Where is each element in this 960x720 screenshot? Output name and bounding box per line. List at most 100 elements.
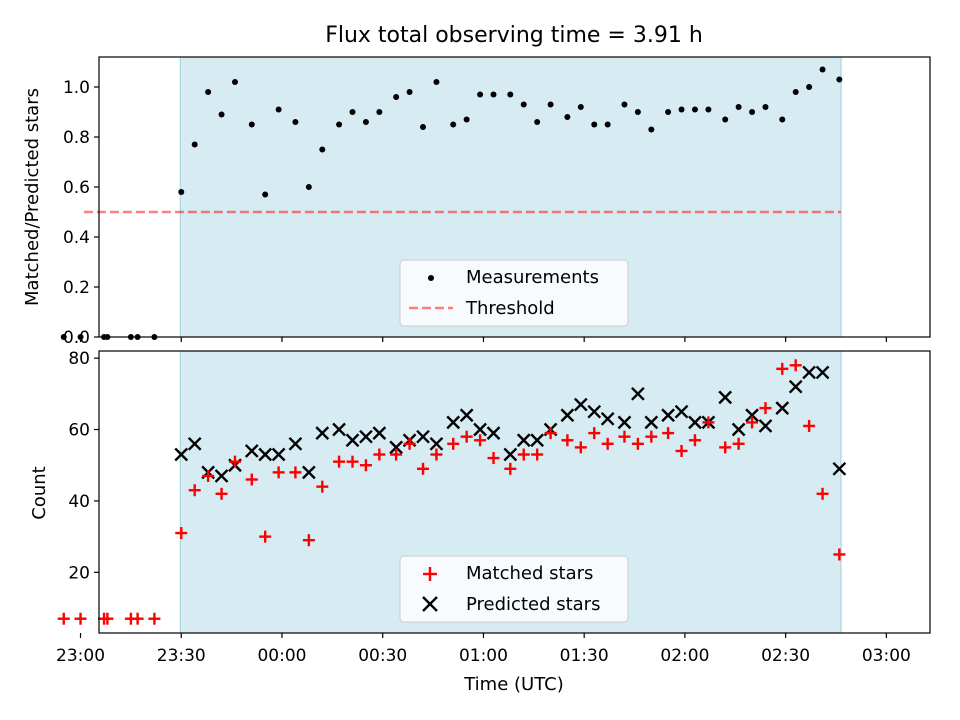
matched-star-point (188, 484, 201, 497)
measurement-point (836, 76, 843, 83)
matched-star-point (675, 444, 688, 457)
matched-star-point (789, 359, 802, 372)
measurement-point (577, 104, 584, 110)
predicted-star-point (674, 404, 689, 419)
measurement-point (819, 66, 826, 73)
predicted-star-point (600, 411, 615, 426)
predicted-star-point (718, 390, 733, 405)
predicted-star-point (244, 444, 259, 458)
xtick-label: 23:00 (56, 646, 105, 666)
measurement-point (604, 121, 611, 128)
matched-star-point (272, 466, 285, 479)
measurement-point (362, 119, 369, 125)
predicted-star-point (345, 433, 360, 448)
measurement-point (60, 334, 67, 340)
bottom-ytick-label: 60 (68, 421, 90, 441)
legend-predicted-label: Predicted stars (466, 594, 600, 615)
predicted-star-point (617, 415, 632, 430)
top-legend: Measurements Threshold (399, 259, 629, 327)
matched-star-point (759, 402, 772, 415)
xtick-label: 01:30 (560, 646, 609, 666)
predicted-star-point (661, 408, 675, 423)
measurement-point (477, 91, 484, 98)
measurement-point (735, 104, 742, 110)
matched-star-point (228, 455, 241, 468)
measurement-point (691, 106, 698, 113)
measurement-point (305, 184, 312, 190)
predicted-star-point (631, 386, 645, 401)
xtick-label: 00:30 (358, 646, 407, 666)
top-ytick-label: 1.0 (63, 78, 90, 98)
bottom-panel: 20 40 60 80 23:00 23:30 00:00 00:30 01:00 01:30 0… (29, 349, 931, 695)
matched-star-point (474, 434, 487, 447)
predicted-star-point (187, 436, 202, 451)
measurement-point (292, 119, 299, 125)
matched-star-point (504, 462, 517, 475)
predicted-star-point (288, 436, 303, 451)
measurement-point (564, 114, 571, 120)
matched-star-point (390, 448, 403, 461)
measurement-point (705, 106, 712, 113)
predicted-star-point (560, 408, 575, 423)
matched-star-point (803, 419, 816, 432)
measurement-point (349, 109, 356, 115)
measurement-point (648, 126, 655, 133)
bottom-y-axis-label: Count (29, 466, 50, 519)
predicted-star-point (214, 469, 229, 483)
matched-star-point (833, 548, 846, 561)
xtick-label: 02:00 (660, 646, 709, 666)
matched-star-point (57, 612, 70, 625)
measurement-point (376, 109, 383, 115)
legend-matched-label: Matched stars (466, 563, 593, 584)
top-plot-frame (98, 56, 931, 338)
xtick-label: 23:30 (157, 646, 206, 666)
matched-star-point (215, 487, 228, 500)
measurement-point (433, 79, 440, 85)
matched-star-point (447, 437, 460, 450)
predicted-star-point (815, 365, 830, 380)
matched-star-point (302, 534, 315, 547)
bottom-legend-box (399, 555, 629, 623)
matched-star-point (359, 459, 372, 472)
matched-star-point (588, 427, 601, 440)
top-ytick-label: 0.8 (63, 128, 90, 148)
matched-star-point (702, 416, 715, 429)
predicted-star-point (429, 436, 444, 451)
measurement-point (722, 116, 729, 123)
bottom-ytick-label: 80 (68, 349, 90, 369)
bottom-ytick-label: 40 (68, 492, 90, 512)
measurement-point (406, 89, 413, 95)
measurement-point (218, 111, 225, 118)
predicted-star-point (389, 440, 403, 455)
top-legend-box (399, 259, 629, 327)
matched-star-point (175, 527, 188, 540)
measurement-point (463, 116, 470, 123)
predicted-star-point (372, 426, 387, 440)
bottom-ytick-label: 20 (68, 563, 90, 583)
predicted-star-point (301, 465, 316, 480)
chart-title: Flux total observing time = 3.91 h (325, 23, 703, 48)
predicted-star-point (587, 404, 602, 419)
predicted-star-point (446, 415, 461, 430)
top-panel: Flux total observing time = 3.91 h 0.0 0.… (22, 23, 931, 348)
predicted-star-point (788, 379, 803, 394)
matched-star-point (373, 448, 386, 461)
xtick-label: 01:00 (459, 646, 508, 666)
x-axis-label: Time (UTC) (463, 674, 564, 695)
matched-star-point (289, 466, 302, 479)
matched-star-point (316, 480, 329, 493)
measurement-point (665, 109, 672, 115)
measurement-point (749, 109, 756, 115)
matched-star-point (618, 430, 631, 443)
measurement-point (393, 94, 400, 100)
predicted-star-point (459, 408, 474, 423)
matched-star-point (746, 416, 759, 429)
matched-star-point (101, 612, 114, 625)
legend-threshold-label: Threshold (465, 298, 555, 319)
measurement-point (634, 109, 641, 115)
predicted-star-point (530, 433, 545, 448)
xtick-label: 03:00 (862, 646, 911, 666)
predicted-star-point (745, 408, 759, 423)
top-ytick-label: 0.2 (63, 278, 90, 298)
matched-star-point (460, 430, 473, 443)
